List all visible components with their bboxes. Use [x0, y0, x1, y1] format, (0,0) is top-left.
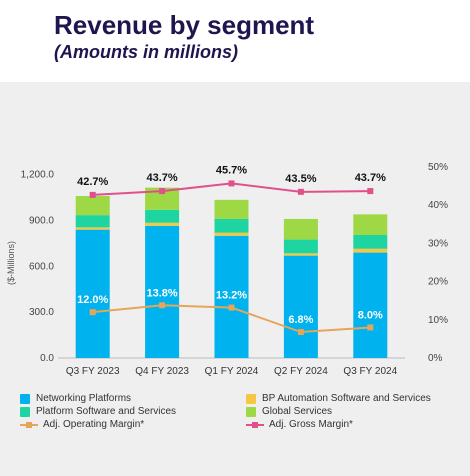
y2-tick-label: 0% — [428, 353, 443, 364]
op-margin-point — [297, 329, 304, 336]
op-margin-data-label: 12.0% — [77, 294, 108, 306]
legend-swatch — [20, 406, 30, 417]
legend-label: BP Automation Software and Services — [262, 393, 431, 404]
legend-item-global-services: Global Services — [246, 406, 332, 417]
legend-item-platform-software: Platform Software and Services — [20, 406, 176, 417]
x-tick-label: Q3 FY 2024 — [343, 366, 397, 377]
y-tick-label: 600.0 — [29, 261, 54, 272]
y2-tick-label: 10% — [428, 315, 448, 326]
bar-global-services — [353, 214, 388, 235]
bar-bp-automation — [283, 253, 318, 256]
op-margin-data-label: 13.2% — [216, 290, 247, 302]
legend-label: Networking Platforms — [36, 393, 132, 404]
gross-margin-point — [367, 188, 374, 195]
chart-title: Revenue by segment — [54, 10, 315, 40]
bar-platform-software — [75, 215, 110, 228]
legend-label: Platform Software and Services — [36, 406, 177, 417]
x-tick-label: Q1 FY 2024 — [205, 366, 259, 377]
op-margin-point — [89, 309, 96, 316]
bar-global-services — [214, 199, 249, 219]
bar-platform-software — [353, 234, 388, 249]
gross-margin-data-label: 42.7% — [77, 176, 108, 188]
bar-bp-automation — [353, 248, 388, 253]
y2-tick-label: 20% — [428, 277, 448, 288]
bar-global-services — [75, 196, 110, 216]
legend-item-bp-automation: BP Automation Software and Services — [246, 393, 431, 404]
bar-platform-software — [283, 239, 318, 254]
gross-margin-point — [228, 180, 235, 187]
bar-networking — [214, 235, 249, 358]
y2-tick-label: 40% — [428, 200, 448, 211]
bar-networking — [75, 229, 110, 358]
legend-swatch — [246, 393, 256, 404]
legend-item-networking: Networking Platforms — [20, 393, 131, 404]
bar-bp-automation — [214, 232, 249, 236]
gross-margin-data-label: 43.7% — [355, 172, 386, 184]
gross-margin-data-label: 45.7% — [216, 164, 247, 176]
bar-networking — [353, 252, 388, 358]
y-tick-label: 0.0 — [40, 353, 54, 364]
bar-networking — [283, 255, 318, 358]
bar-global-services — [283, 218, 318, 240]
y-tick-label: 1,200.0 — [21, 170, 55, 181]
x-tick-label: Q4 FY 2023 — [135, 366, 189, 377]
bar-global-services — [145, 187, 180, 210]
y-tick-label: 900.0 — [29, 215, 54, 226]
legend-label: Adj. Gross Margin* — [269, 419, 353, 430]
gross-margin-point — [89, 191, 96, 198]
chart-subtitle: (Amounts in millions) — [54, 42, 238, 62]
op-margin-data-label: 6.8% — [288, 314, 313, 326]
gross-margin-data-label: 43.7% — [146, 172, 177, 184]
y2-tick-label: 50% — [428, 162, 448, 173]
gross-margin-point — [297, 188, 304, 195]
bar-platform-software — [214, 218, 249, 233]
y2-tick-label: 30% — [428, 238, 448, 249]
y-axis-label: ($-Millions) — [6, 241, 16, 285]
bar-platform-software — [145, 209, 180, 223]
legend-swatch — [20, 393, 30, 404]
gross-margin-data-label: 43.5% — [285, 173, 316, 185]
x-tick-label: Q3 FY 2023 — [66, 366, 120, 377]
legend-label: Global Services — [262, 406, 333, 417]
legend-label: Adj. Operating Margin* — [43, 419, 145, 430]
y-tick-label: 300.0 — [29, 307, 54, 318]
legend-swatch — [246, 406, 256, 417]
op-margin-point — [228, 304, 235, 311]
op-margin-point — [367, 324, 374, 331]
legend-item-op-margin: Adj. Operating Margin* — [20, 419, 144, 430]
op-margin-point — [159, 302, 166, 309]
header: Revenue by segment (Amounts in millions) — [0, 0, 470, 82]
op-margin-data-label: 13.8% — [146, 287, 177, 299]
legend-line-swatch — [20, 420, 38, 430]
bar-bp-automation — [75, 227, 110, 230]
legend-item-gross-margin: Adj. Gross Margin* — [246, 419, 353, 430]
gross-margin-point — [159, 188, 166, 195]
op-margin-data-label: 8.0% — [358, 309, 383, 321]
x-tick-label: Q2 FY 2024 — [274, 366, 328, 377]
bar-networking — [145, 225, 180, 358]
legend-line-swatch — [246, 420, 264, 430]
bar-bp-automation — [145, 222, 180, 226]
